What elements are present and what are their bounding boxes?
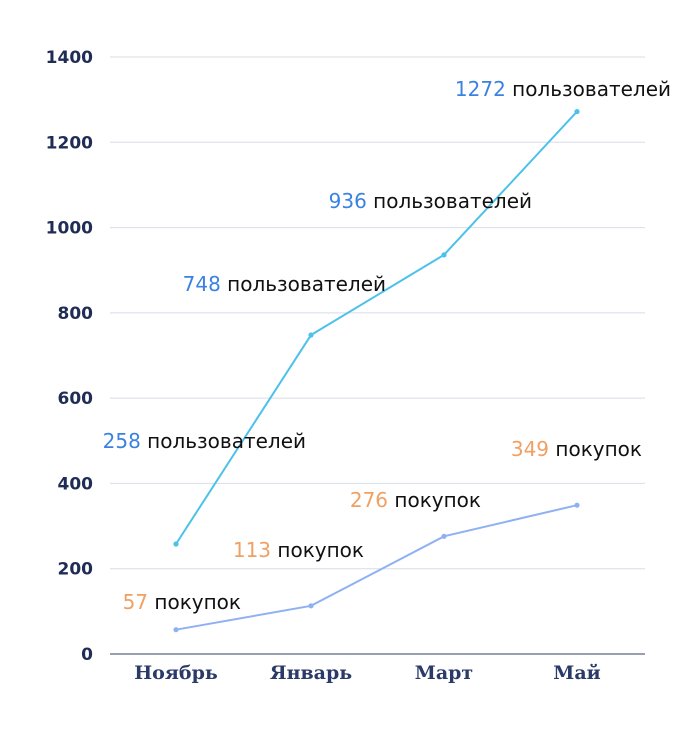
y-tick-label: 1000: [46, 219, 93, 239]
y-tick-label: 1200: [46, 133, 93, 153]
y-tick-label: 200: [58, 560, 94, 580]
data-label: 57 покупок: [123, 590, 241, 614]
x-tick-label: Ноябрь: [134, 662, 218, 684]
y-tick-label: 1400: [46, 48, 93, 68]
data-label: 258 пользователей: [103, 429, 306, 453]
data-label: 276 покупок: [350, 488, 481, 512]
data-label: 936 пользователей: [329, 189, 532, 213]
y-tick-label: 0: [81, 645, 93, 665]
data-label: 113 покупок: [233, 538, 364, 562]
data-label: 748 пользователей: [183, 272, 386, 296]
y-axis: 0 200 400 600 800 1000 1200 1400: [46, 48, 93, 665]
y-tick-label: 800: [58, 304, 94, 324]
x-tick-label: Май: [553, 662, 600, 684]
y-tick-label: 600: [58, 389, 94, 409]
series-layer: [173, 108, 580, 633]
data-point: [574, 502, 580, 508]
x-tick-label: Январь: [270, 662, 352, 684]
data-point: [308, 332, 314, 338]
x-tick-label: Март: [415, 662, 473, 684]
x-axis: Ноябрь Январь Март Май: [110, 653, 645, 684]
series-line: [175, 110, 578, 545]
data-label: 1272 пользователей: [455, 77, 671, 101]
data-point: [173, 627, 179, 633]
data-point: [574, 108, 580, 115]
data-point: [308, 603, 314, 609]
data-label: 349 покупок: [511, 437, 642, 461]
data-labels: 258 пользователей 748 пользователей 936 по…: [103, 77, 671, 614]
data-point: [441, 252, 447, 258]
data-point: [441, 533, 447, 539]
y-tick-label: 400: [58, 474, 94, 494]
grid: [110, 56, 645, 570]
data-point: [173, 541, 179, 547]
series-line: [175, 504, 578, 631]
